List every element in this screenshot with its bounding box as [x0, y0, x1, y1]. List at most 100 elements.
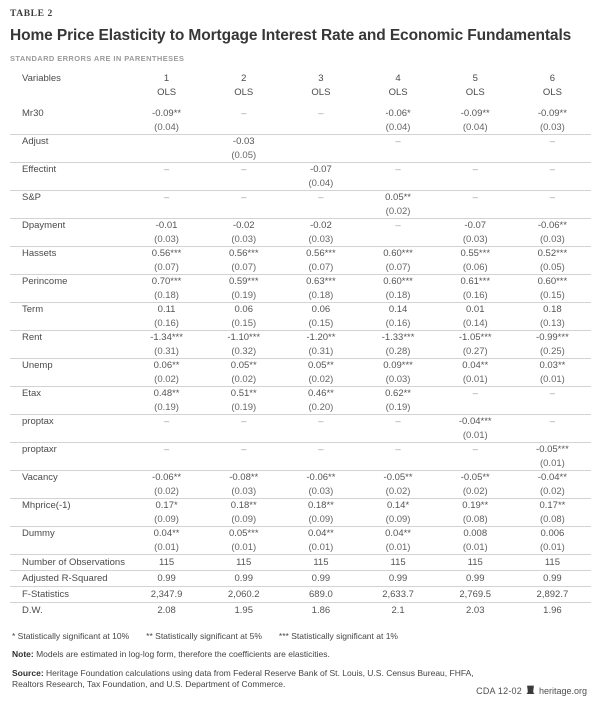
standard-error: (0.04): [462, 122, 488, 133]
standard-error: (0.02): [231, 374, 257, 385]
coefficient-value: 0.19**: [462, 500, 489, 511]
coefficient-value: –: [241, 416, 247, 427]
column-method: OLS: [157, 87, 177, 98]
table-row: proptaxr – – – – – -0.05*** (0.01): [10, 443, 591, 471]
standard-error: (0.32): [231, 346, 257, 357]
summary-value: 2,892.7: [536, 589, 569, 600]
standard-error: (0.01): [539, 542, 565, 553]
coefficient-cell: –: [437, 191, 514, 218]
standard-error: (0.03): [231, 234, 257, 245]
coefficient-cell: -1.05*** (0.27): [437, 331, 514, 358]
coefficient-value: 0.03**: [539, 360, 566, 371]
table-row: Dpayment -0.01 (0.03) -0.02 (0.03) -0.02 (0.03…: [10, 219, 591, 247]
coefficient-cell: –: [514, 135, 591, 162]
source-text: Heritage Foundation calculations using d…: [12, 668, 474, 689]
summary-value: 0.99: [543, 573, 562, 584]
coefficient-cell: –: [437, 387, 514, 414]
coefficient-cell: 0.56*** (0.07): [128, 247, 205, 274]
coefficient-cell: -1.10*** (0.32): [205, 331, 282, 358]
summary-value: 2.03: [465, 605, 485, 616]
summary-value: 0.99: [465, 573, 485, 584]
coefficient-value: -0.07: [310, 164, 332, 175]
coefficient-value: 0.04**: [385, 528, 412, 539]
coefficient-cell: –: [128, 191, 205, 218]
table-row: proptax – – – – -0.04*** (0.01) –: [10, 415, 591, 443]
coefficient-value: 0.06: [234, 304, 253, 315]
coefficient-value: –: [549, 164, 556, 175]
coefficient-cell: -1.34*** (0.31): [128, 331, 205, 358]
standard-error: (0.02): [462, 486, 488, 497]
coefficient-cell: –: [514, 163, 591, 190]
coefficient-value: 0.05**: [385, 192, 412, 203]
coefficient-cell: -0.05*** (0.01): [514, 443, 591, 470]
summary-value: 115: [159, 557, 175, 568]
coefficient-value: 0.59***: [228, 276, 259, 287]
coefficient-value: 0.60***: [383, 248, 413, 259]
coefficient-cell: -0.04*** (0.01): [437, 415, 514, 442]
standard-error: (0.02): [308, 374, 334, 385]
coefficient-value: 0.006: [540, 528, 565, 539]
standard-error: (0.19): [154, 402, 179, 413]
coefficient-value: –: [318, 192, 324, 203]
coefficient-cell: -0.07 (0.03): [437, 219, 514, 246]
coefficient-cell: 0.56*** (0.07): [205, 247, 282, 274]
standard-error: (0.04): [154, 122, 179, 133]
standard-error: (0.01): [385, 542, 411, 553]
column-method: OLS: [311, 87, 331, 98]
heritage-site-link[interactable]: heritage.org: [538, 686, 587, 696]
coefficient-cell: -0.07 (0.04): [282, 163, 359, 190]
model-column-header: 6 OLS: [514, 72, 591, 100]
coefficient-value: -1.05***: [458, 332, 492, 343]
standard-error: (0.19): [385, 402, 411, 413]
coefficient-cell: -0.01 (0.03): [128, 219, 205, 246]
coefficient-value: –: [163, 192, 170, 203]
summary-row: D.W. 2.08 1.95 1.86 2.1 2.03 1.96: [10, 603, 591, 618]
coefficient-cell: –: [128, 163, 205, 190]
note-line: Note: Models are estimated in log-log fo…: [10, 649, 591, 660]
table-row: Rent -1.34*** (0.31) -1.10*** (0.32) -1.20** (…: [10, 331, 591, 359]
standard-error: (0.03): [539, 234, 565, 245]
coefficient-value: –: [318, 444, 324, 455]
coefficient-value: -0.06*: [385, 108, 411, 119]
summary-value: 115: [544, 557, 560, 568]
table-row: Mhprice(-1) 0.17* (0.09) 0.18** (0.09) 0.18**…: [10, 499, 591, 527]
coefficient-cell: –: [359, 443, 436, 470]
coefficient-value: -1.20**: [306, 332, 336, 343]
coefficient-value: -1.10***: [227, 332, 261, 343]
coefficient-cell: -0.06* (0.04): [359, 107, 436, 134]
standard-error: (0.15): [308, 318, 334, 329]
standard-error: (0.01): [462, 542, 488, 553]
coefficient-value: -0.03: [232, 136, 255, 147]
standard-error: (0.06): [462, 262, 488, 273]
summary-value: 115: [467, 557, 483, 568]
standard-error: (0.03): [539, 122, 565, 133]
coefficient-value: -1.33***: [381, 332, 415, 343]
significance-note: * Statistically significant at 10%: [12, 631, 130, 641]
table-row: Hassets 0.56*** (0.07) 0.56*** (0.07) 0.56***…: [10, 247, 591, 275]
coefficient-cell: –: [282, 443, 359, 470]
standard-error: (0.08): [462, 514, 488, 525]
standard-error: (0.01): [462, 430, 488, 441]
coefficient-cell: 0.60*** (0.15): [514, 275, 591, 302]
standard-error: (0.07): [385, 262, 411, 273]
summary-value: 2,633.7: [382, 589, 414, 600]
table-row: S&P – – – 0.05** (0.02) – –: [10, 191, 591, 219]
note-label: Note:: [12, 649, 34, 659]
coefficient-cell: 0.05** (0.02): [282, 359, 359, 386]
column-number: 5: [472, 73, 478, 84]
coefficient-cell: 0.52*** (0.05): [514, 247, 591, 274]
coefficient-cell: -0.09** (0.04): [437, 107, 514, 134]
coefficient-cell: –: [282, 415, 359, 442]
standard-error: (0.09): [154, 514, 179, 525]
coefficient-value: 0.05***: [228, 528, 259, 539]
standard-error: (0.09): [385, 514, 411, 525]
coefficient-cell: -0.09** (0.04): [128, 107, 205, 134]
variable-label: Hassets: [22, 248, 57, 259]
coefficient-cell: –: [514, 191, 591, 218]
table-row: Vacancy -0.06** (0.02) -0.08** (0.03) -0.06**…: [10, 471, 591, 499]
coefficient-cell: 0.59*** (0.19): [205, 275, 282, 302]
table-header-row: Variables 1 OLS 2 OLS 3 OLS 4 OLS 5 OLS 6 OLS: [10, 72, 591, 107]
standard-error: (0.19): [231, 290, 257, 301]
standard-error: (0.19): [231, 402, 257, 413]
